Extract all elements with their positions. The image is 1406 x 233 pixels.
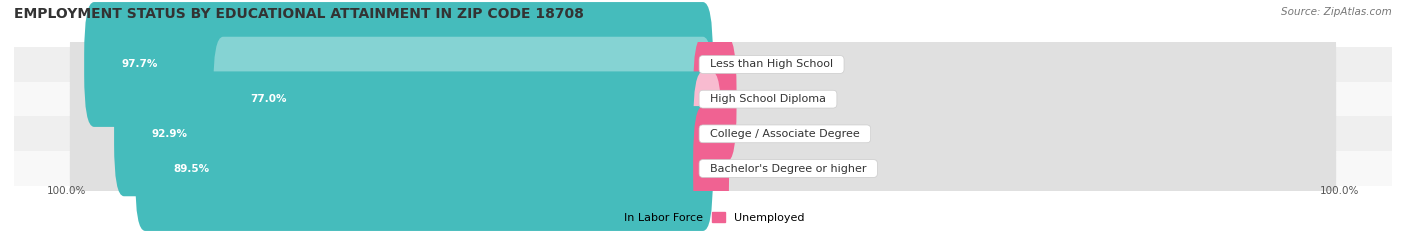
- FancyBboxPatch shape: [693, 37, 737, 161]
- Text: EMPLOYMENT STATUS BY EDUCATIONAL ATTAINMENT IN ZIP CODE 18708: EMPLOYMENT STATUS BY EDUCATIONAL ATTAINM…: [14, 7, 583, 21]
- Bar: [14, 82, 1392, 116]
- Text: Source: ZipAtlas.com: Source: ZipAtlas.com: [1281, 7, 1392, 17]
- FancyBboxPatch shape: [114, 72, 713, 196]
- Text: 77.0%: 77.0%: [250, 94, 287, 104]
- Text: Bachelor's Degree or higher: Bachelor's Degree or higher: [703, 164, 873, 174]
- FancyBboxPatch shape: [70, 106, 1336, 231]
- Text: 2.6%: 2.6%: [740, 164, 768, 174]
- FancyBboxPatch shape: [70, 37, 1336, 161]
- Text: 89.5%: 89.5%: [173, 164, 209, 174]
- Bar: [14, 47, 1392, 82]
- Text: 1.4%: 1.4%: [735, 129, 765, 139]
- FancyBboxPatch shape: [214, 37, 713, 161]
- Legend: In Labor Force, Unemployed: In Labor Force, Unemployed: [598, 208, 808, 227]
- Text: 100.0%: 100.0%: [1320, 186, 1360, 196]
- Bar: [14, 116, 1392, 151]
- FancyBboxPatch shape: [693, 106, 730, 231]
- Text: College / Associate Degree: College / Associate Degree: [703, 129, 866, 139]
- Text: 97.7%: 97.7%: [122, 59, 157, 69]
- Text: 92.9%: 92.9%: [152, 129, 188, 139]
- Text: High School Diploma: High School Diploma: [703, 94, 832, 104]
- Text: 100.0%: 100.0%: [46, 186, 86, 196]
- Text: Less than High School: Less than High School: [703, 59, 841, 69]
- Text: 0.0%: 0.0%: [735, 59, 765, 69]
- FancyBboxPatch shape: [84, 2, 713, 127]
- FancyBboxPatch shape: [135, 106, 713, 231]
- FancyBboxPatch shape: [70, 2, 1336, 127]
- Text: 3.8%: 3.8%: [747, 94, 775, 104]
- FancyBboxPatch shape: [693, 72, 721, 196]
- Bar: [14, 151, 1392, 186]
- FancyBboxPatch shape: [70, 72, 1336, 196]
